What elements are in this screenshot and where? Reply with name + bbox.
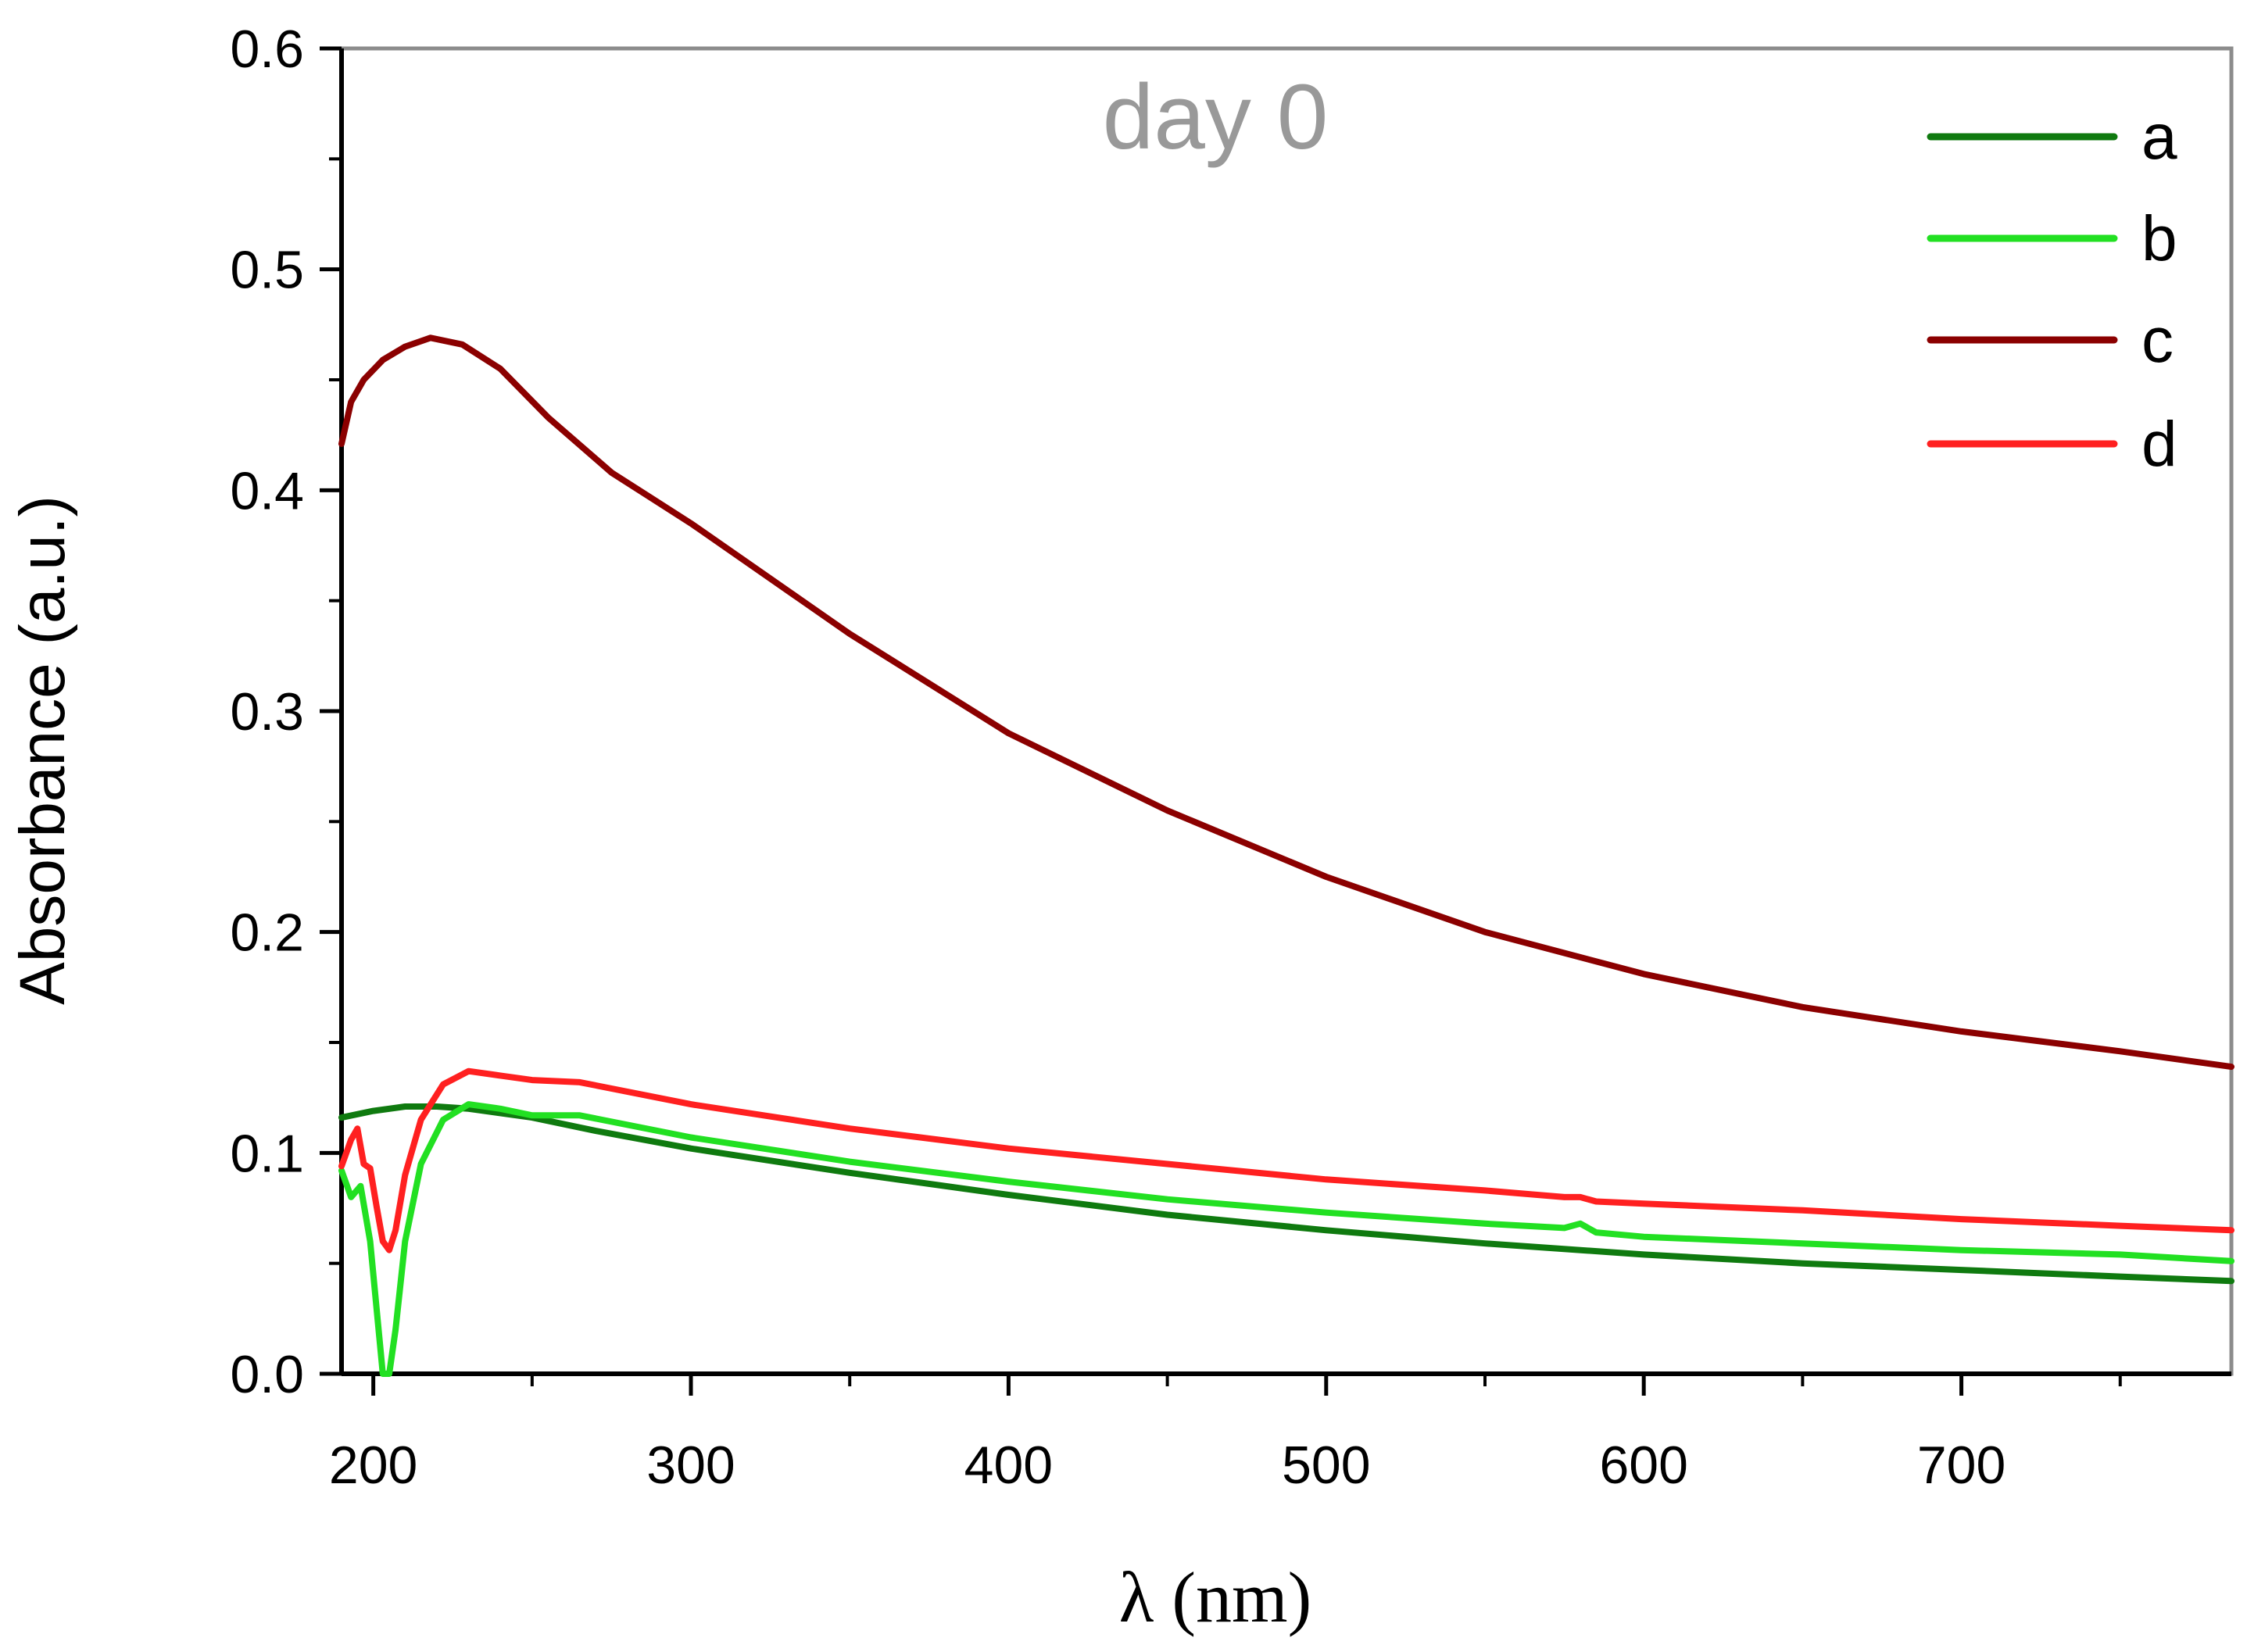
x-tick-label: 400 — [964, 1436, 1053, 1495]
series-line-d — [338, 1067, 2234, 1253]
y-tick-label: 0.5 — [230, 241, 304, 300]
legend-label-c: c — [2141, 305, 2174, 376]
legend-label-d: d — [2141, 409, 2177, 480]
day-annotation: day 0 — [1103, 66, 1329, 169]
y-tick-label: 0.6 — [230, 20, 304, 79]
x-tick-label: 300 — [646, 1436, 735, 1495]
y-tick-label: 0.0 — [230, 1345, 304, 1404]
legend-label-a: a — [2141, 102, 2177, 173]
y-tick-label: 0.4 — [230, 461, 304, 520]
x-tick-label: 200 — [329, 1436, 417, 1495]
y-tick-label: 0.3 — [230, 682, 304, 742]
series-line-a — [338, 1103, 2234, 1285]
x-tick-label: 700 — [1917, 1436, 2005, 1495]
x-axis-title: λ (nm) — [1119, 1557, 1311, 1637]
x-tick-label: 600 — [1599, 1436, 1687, 1495]
x-tick-label: 500 — [1282, 1436, 1370, 1495]
series-lines — [338, 334, 2234, 1377]
y-tick-label: 0.1 — [230, 1124, 304, 1183]
y-tick-label: 0.2 — [230, 903, 304, 963]
y-axis-title: Absorbance (a.u.) — [7, 495, 78, 1005]
series-line-b — [338, 1101, 2234, 1377]
series-line-c — [338, 334, 2234, 1071]
axis-ticks: 0.0 0.1 0.2 0.3 0.4 0.5 0.6 200 300 400 500 600 700 — [230, 20, 2122, 1495]
legend-label-b: b — [2141, 203, 2177, 274]
